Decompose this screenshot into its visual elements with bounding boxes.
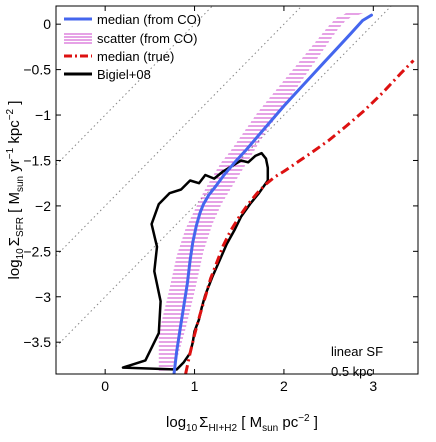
y-label-unit-sup: −2 bbox=[5, 108, 16, 120]
y-label-symbol-sub: SFR bbox=[15, 217, 26, 237]
y-label-close: ] bbox=[6, 101, 23, 109]
x-label-unit-sup: −2 bbox=[298, 413, 310, 424]
series-lines bbox=[121, 13, 415, 374]
x-label-close: ] bbox=[310, 414, 318, 431]
x-label-open: [ M bbox=[237, 414, 262, 431]
y-tick-label-3: −1.5 bbox=[23, 152, 51, 168]
x-tick-label-2: 2 bbox=[280, 378, 288, 394]
x-label-symbol-sub: HI+H2 bbox=[208, 423, 237, 434]
y-tick-label-2: −1 bbox=[35, 107, 51, 123]
axis-ticks: 0 1 2 3 0 −0.5 −1 −1.5 −2 −2.5 −3 −3.5 bbox=[23, 6, 418, 394]
x-tick-label-1: 1 bbox=[191, 378, 199, 394]
y-tick-label-1: −0.5 bbox=[23, 62, 51, 78]
scatter-band-area bbox=[158, 13, 365, 374]
plot-frame bbox=[55, 5, 419, 375]
y-label-open: [ M bbox=[6, 192, 23, 217]
legend: median (from CO) scatter (from CO) media… bbox=[64, 12, 201, 82]
x-label-symbol: Σ bbox=[199, 414, 208, 431]
reference-line-2 bbox=[56, 6, 392, 348]
reference-line-0 bbox=[56, 6, 214, 166]
y-tick-label-0: 0 bbox=[43, 16, 51, 32]
x-axis-label: log10 ΣHI+H2 [ Msun pc−2 ] bbox=[166, 413, 318, 434]
scatter-band bbox=[158, 13, 365, 374]
legend-label-median-true: median (true) bbox=[97, 49, 174, 64]
reference-lines bbox=[56, 6, 392, 348]
y-tick-label-4: −2 bbox=[35, 198, 51, 214]
x-label-unit: pc bbox=[278, 414, 299, 431]
y-tick-label-6: −3 bbox=[35, 289, 51, 305]
x-tick-label-0: 0 bbox=[101, 378, 109, 394]
x-label-prefix: log bbox=[166, 414, 186, 431]
legend-label-median-co: median (from CO) bbox=[97, 12, 201, 27]
y-label-symbol: Σ bbox=[6, 237, 23, 246]
series-median-true bbox=[184, 59, 415, 374]
legend-label-bigiel: Bigiel+08 bbox=[97, 67, 151, 82]
y-label-unit: kpc bbox=[6, 120, 23, 148]
x-label-prefix-sub: 10 bbox=[186, 423, 198, 434]
legend-swatch-scatter-co bbox=[64, 33, 92, 44]
x-tick-label-3: 3 bbox=[369, 378, 377, 394]
y-label-unit-sub: sun bbox=[15, 176, 26, 192]
y-label-prefix-sub: 10 bbox=[15, 248, 26, 260]
y-label-prefix: log bbox=[6, 259, 23, 279]
y-tick-label-7: −3.5 bbox=[23, 334, 51, 350]
annotation-line-1: linear SF bbox=[331, 344, 383, 359]
y-label-unit-mid-sup: −1 bbox=[5, 147, 16, 159]
x-label-unit-sub: sun bbox=[262, 423, 278, 434]
annotation-line-2: 0.5 kpc bbox=[331, 364, 373, 379]
y-label-unit-mid: yr bbox=[6, 159, 23, 176]
y-tick-label-5: −2.5 bbox=[23, 243, 51, 259]
y-axis-label: log10 ΣSFR [ Msun yr−1 kpc−2 ] bbox=[5, 101, 26, 280]
series-median-from-co bbox=[172, 13, 373, 374]
legend-label-scatter-co: scatter (from CO) bbox=[97, 31, 197, 46]
reference-line-1 bbox=[56, 6, 303, 257]
